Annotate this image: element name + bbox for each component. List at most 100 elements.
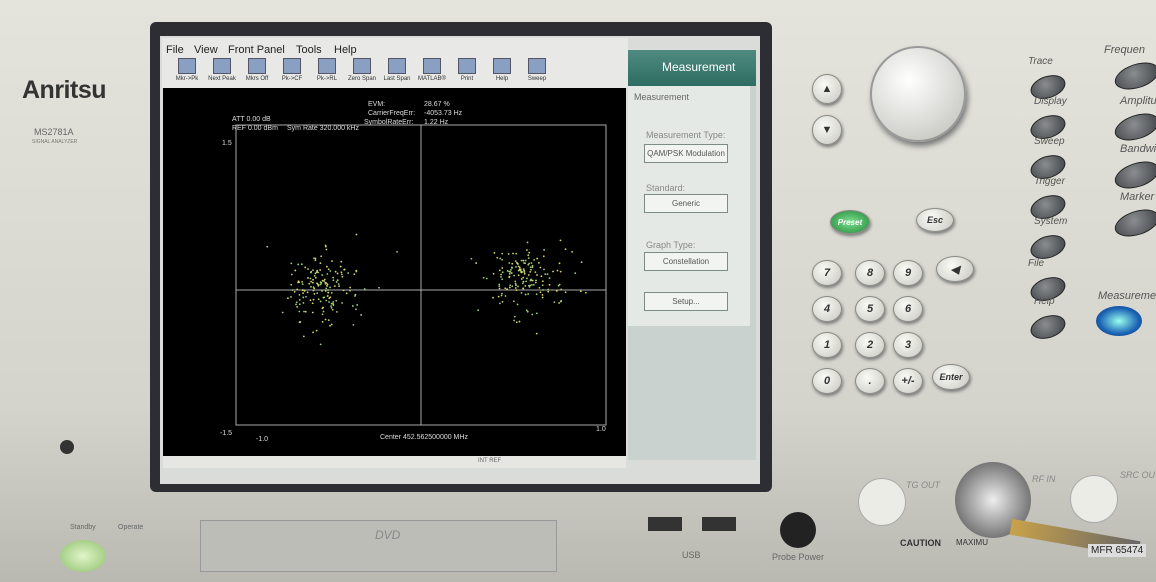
symbol-dot xyxy=(315,277,317,279)
symbol-dot xyxy=(532,266,534,268)
menu-item[interactable]: Tools xyxy=(296,44,322,56)
int-ref-status: INT REF xyxy=(478,458,501,464)
soft-key[interactable] xyxy=(1111,204,1156,241)
symbol-dot xyxy=(317,285,319,287)
toolbar-button[interactable]: MATLAB® xyxy=(415,76,449,82)
toolbar-button[interactable]: Print xyxy=(450,76,484,82)
menu-item[interactable]: Front Panel xyxy=(228,44,285,56)
symbol-dot xyxy=(299,294,301,296)
measurement-key[interactable] xyxy=(1096,306,1142,336)
symbol-dot xyxy=(314,293,316,295)
soft-key-label: Measureme xyxy=(1098,290,1156,302)
symbol-dot xyxy=(515,287,517,289)
standard-label: Standard: xyxy=(646,183,685,193)
symbol-dot xyxy=(498,284,500,286)
toolbar-button[interactable]: Zero Span xyxy=(345,76,379,82)
toolbar-icon xyxy=(248,58,266,74)
symbol-dot xyxy=(301,263,303,265)
symbol-dot xyxy=(506,288,508,290)
symbol-dot xyxy=(500,274,502,276)
soft-key[interactable] xyxy=(1111,108,1156,145)
symbol-dot xyxy=(499,270,501,272)
symbol-dot xyxy=(341,274,343,276)
keypad-key[interactable]: +/- xyxy=(893,368,923,394)
side-key-label: Trace xyxy=(1028,56,1053,67)
preset-key[interactable]: Preset xyxy=(830,210,870,234)
keypad-key[interactable]: 5 xyxy=(855,296,885,322)
symbol-dot xyxy=(303,302,305,304)
soft-key-label: Marker xyxy=(1120,191,1154,203)
back-key[interactable]: ◀ xyxy=(936,256,974,282)
symbol-dot xyxy=(294,270,296,272)
toolbar-button[interactable]: Pk->CF xyxy=(275,76,309,82)
symbol-dot xyxy=(338,283,340,285)
keypad-key[interactable]: 8 xyxy=(855,260,885,286)
toolbar-button[interactable]: Mkr->Pk xyxy=(170,76,204,82)
toolbar-button[interactable]: Sweep xyxy=(520,76,554,82)
keypad-key[interactable]: 9 xyxy=(893,260,923,286)
src-out-port xyxy=(1070,475,1118,523)
symbol-dot xyxy=(560,300,562,302)
symbol-dot xyxy=(299,321,301,323)
menu-item[interactable]: File xyxy=(166,44,184,56)
measurement-type-value: QAM/PSK Modulation xyxy=(644,144,728,163)
symbol-dot xyxy=(508,262,510,264)
symbol-dot xyxy=(530,278,532,280)
keypad-key[interactable]: 7 xyxy=(812,260,842,286)
keypad-key[interactable]: 3 xyxy=(893,332,923,358)
symbol-dot xyxy=(515,266,517,268)
menu-item[interactable]: Help xyxy=(334,44,357,56)
symbol-dot xyxy=(329,287,331,289)
symbol-dot xyxy=(331,307,333,309)
symbol-dot xyxy=(329,296,331,298)
keypad-key[interactable]: . xyxy=(855,368,885,394)
symbol-dot xyxy=(312,279,314,281)
symbol-dot xyxy=(310,286,312,288)
side-key[interactable] xyxy=(1027,311,1068,343)
operate-label: Operate xyxy=(118,524,143,531)
power-button[interactable] xyxy=(60,540,106,572)
keypad-key[interactable]: 2 xyxy=(855,332,885,358)
symbol-dot xyxy=(326,249,328,251)
enter-key[interactable]: Enter xyxy=(932,364,970,390)
symbol-dot xyxy=(312,282,314,284)
symbol-dot xyxy=(329,325,331,327)
symbol-dot xyxy=(315,272,317,274)
esc-key[interactable]: Esc xyxy=(916,208,954,232)
soft-key[interactable] xyxy=(1111,156,1156,193)
model-name: MS2781A xyxy=(34,127,74,137)
up-key[interactable]: ▲ xyxy=(812,74,842,104)
keypad-key[interactable]: 4 xyxy=(812,296,842,322)
symbol-dot xyxy=(294,291,296,293)
keypad-key[interactable]: 1 xyxy=(812,332,842,358)
symbol-dot xyxy=(511,272,513,274)
keypad-key[interactable]: 6 xyxy=(893,296,923,322)
symbol-dot xyxy=(340,266,342,268)
symbol-dot xyxy=(302,297,304,299)
soft-key[interactable] xyxy=(1111,57,1156,94)
symbol-dot xyxy=(296,288,298,290)
toolbar-button[interactable]: Next Peak xyxy=(205,76,239,82)
symbol-dot xyxy=(580,290,582,292)
toolbar-button[interactable]: Last Span xyxy=(380,76,414,82)
symbol-dot xyxy=(574,272,576,274)
symbol-dot xyxy=(355,270,357,272)
rotary-knob[interactable] xyxy=(870,46,966,142)
symbol-dot xyxy=(531,284,533,286)
y-max-label: 1.5 xyxy=(222,140,232,147)
down-key[interactable]: ▼ xyxy=(812,115,842,145)
toolbar-button[interactable]: Pk->RL xyxy=(310,76,344,82)
symbol-rate-err-value: 1.22 Hz xyxy=(424,119,448,126)
menu-item[interactable]: View xyxy=(194,44,218,56)
toolbar-button[interactable]: Mkrs Off xyxy=(240,76,274,82)
symbol-dot xyxy=(511,285,513,287)
symbol-dot xyxy=(299,299,301,301)
symbol-dot xyxy=(542,297,544,299)
symbol-dot xyxy=(521,260,523,262)
symbol-dot xyxy=(336,311,338,313)
symbol-dot xyxy=(527,254,529,256)
symbol-dot xyxy=(571,251,573,253)
toolbar-button[interactable]: Help xyxy=(485,76,519,82)
symbol-dot xyxy=(343,269,345,271)
keypad-key[interactable]: 0 xyxy=(812,368,842,394)
